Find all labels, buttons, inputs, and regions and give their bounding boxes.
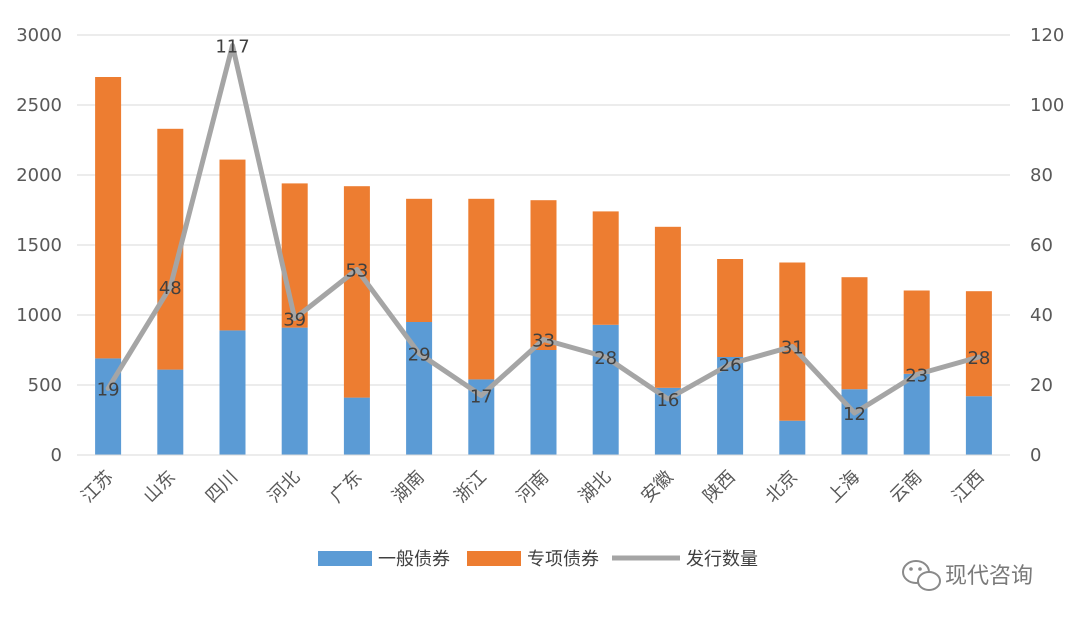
legend-swatch-general-bond [318, 551, 372, 566]
legend-label-general-bond: 一般债券 [378, 549, 450, 570]
data-label: 17 [470, 387, 493, 408]
bar-general-4 [343, 397, 370, 455]
data-label: 16 [656, 390, 679, 411]
bar-general-7 [530, 350, 557, 455]
data-label: 12 [843, 404, 866, 425]
data-label: 33 [532, 331, 555, 352]
bar-special-9 [654, 226, 681, 388]
y-tick-label: 500 [28, 375, 62, 396]
bar-special-14 [965, 291, 992, 397]
y-tick-label: 1500 [16, 235, 62, 256]
data-label: 28 [967, 348, 990, 369]
bar-special-12 [841, 277, 868, 390]
bar-general-3 [281, 327, 308, 455]
bar-special-8 [592, 211, 619, 325]
left-axis-ticks: 0 500 1000 1500 2000 2500 3000 [16, 25, 62, 466]
data-label: 23 [905, 366, 928, 387]
right-axis-ticks: 0 20 40 60 80 100 120 [1030, 25, 1064, 466]
bar-special-4 [343, 186, 370, 398]
data-label: 29 [408, 345, 431, 366]
stacked-bars [95, 77, 992, 455]
y-tick-label: 0 [51, 445, 62, 466]
bar-general-2 [219, 330, 246, 455]
bar-special-0 [95, 77, 122, 359]
y2-tick-label: 0 [1030, 445, 1041, 466]
bar-special-13 [903, 290, 930, 374]
data-label: 39 [283, 310, 306, 331]
data-label: 28 [594, 348, 617, 369]
wechat-icon [902, 560, 941, 591]
bar-general-11 [779, 420, 806, 455]
bar-special-7 [530, 200, 557, 350]
bar-general-10 [717, 357, 744, 455]
data-label: 53 [345, 261, 368, 282]
line-series [105, 43, 982, 416]
bar-special-2 [219, 159, 246, 331]
bar-general-8 [592, 324, 619, 455]
y2-tick-label: 60 [1030, 235, 1053, 256]
y-tick-label: 2000 [16, 165, 62, 186]
legend-label-special-bond: 专项债券 [527, 549, 599, 570]
y-tick-label: 2500 [16, 95, 62, 116]
watermark-text: 现代咨询 [945, 564, 1033, 589]
data-label: 26 [719, 355, 742, 376]
legend-label-issue-count: 发行数量 [686, 549, 758, 570]
data-label: 117 [215, 37, 249, 58]
data-label: 19 [97, 380, 120, 401]
bar-general-13 [903, 373, 930, 455]
y2-tick-label: 40 [1030, 305, 1053, 326]
bar-special-6 [468, 198, 495, 380]
y2-tick-label: 20 [1030, 375, 1053, 396]
y2-tick-label: 80 [1030, 165, 1053, 186]
data-label: 31 [781, 338, 804, 359]
legend-swatch-special-bond [467, 551, 521, 566]
bar-special-5 [406, 198, 433, 322]
bar-general-14 [965, 396, 992, 455]
bar-special-10 [717, 259, 744, 357]
data-label: 48 [159, 278, 182, 299]
bar-general-1 [157, 369, 184, 455]
y-tick-label: 1000 [16, 305, 62, 326]
y-tick-label: 3000 [16, 25, 62, 46]
bar-special-11 [779, 262, 806, 421]
bar-special-3 [281, 183, 308, 328]
watermark: 现代咨询 [902, 560, 1033, 591]
y2-tick-label: 100 [1030, 95, 1064, 116]
data-labels: 19 48 117 39 53 29 17 33 28 16 26 31 12 23 28 [97, 37, 991, 426]
y2-tick-label: 120 [1030, 25, 1064, 46]
legend: 一般债券 专项债券 发行数量 [318, 549, 758, 570]
